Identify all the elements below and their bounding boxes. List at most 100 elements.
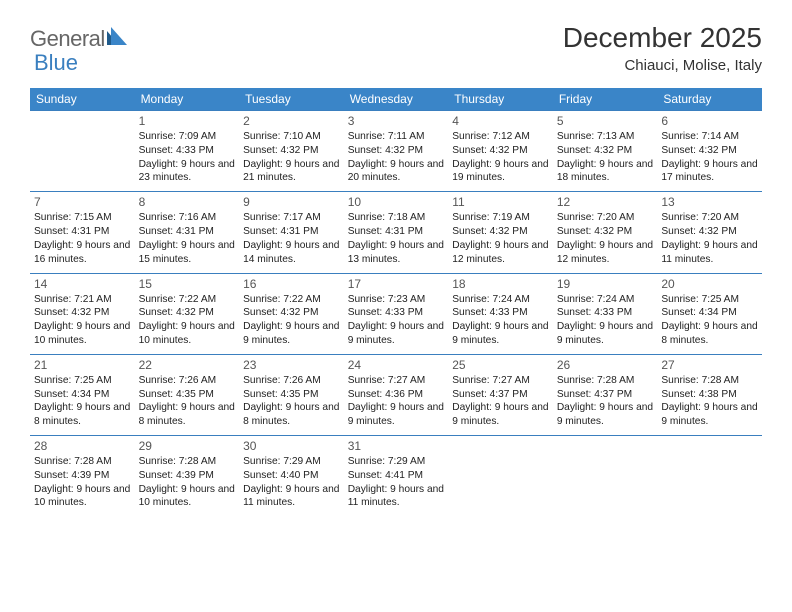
daylight-text: Daylight: 9 hours and 10 minutes. bbox=[139, 483, 236, 511]
calendar-cell: 1Sunrise: 7:09 AMSunset: 4:33 PMDaylight… bbox=[135, 111, 240, 192]
day-number: 5 bbox=[557, 113, 654, 129]
daylight-text: Daylight: 9 hours and 9 minutes. bbox=[557, 320, 654, 348]
calendar-cell: 6Sunrise: 7:14 AMSunset: 4:32 PMDaylight… bbox=[657, 111, 762, 192]
calendar-cell bbox=[448, 436, 553, 517]
day-number: 20 bbox=[661, 276, 758, 292]
day-number: 16 bbox=[243, 276, 340, 292]
day-number: 8 bbox=[139, 194, 236, 210]
sunrise-text: Sunrise: 7:21 AM bbox=[34, 293, 131, 307]
sunrise-text: Sunrise: 7:24 AM bbox=[557, 293, 654, 307]
day-number: 11 bbox=[452, 194, 549, 210]
day-number: 25 bbox=[452, 357, 549, 373]
sunrise-text: Sunrise: 7:25 AM bbox=[661, 293, 758, 307]
weekday-header: Tuesday bbox=[239, 88, 344, 111]
day-number: 19 bbox=[557, 276, 654, 292]
sunset-text: Sunset: 4:35 PM bbox=[139, 388, 236, 402]
daylight-text: Daylight: 9 hours and 10 minutes. bbox=[34, 320, 131, 348]
sunset-text: Sunset: 4:31 PM bbox=[243, 225, 340, 239]
calendar-cell: 12Sunrise: 7:20 AMSunset: 4:32 PMDayligh… bbox=[553, 192, 658, 273]
sunrise-text: Sunrise: 7:14 AM bbox=[661, 130, 758, 144]
sunrise-text: Sunrise: 7:11 AM bbox=[348, 130, 445, 144]
weekday-header: Friday bbox=[553, 88, 658, 111]
daylight-text: Daylight: 9 hours and 9 minutes. bbox=[452, 401, 549, 429]
calendar-cell: 19Sunrise: 7:24 AMSunset: 4:33 PMDayligh… bbox=[553, 273, 658, 354]
calendar-cell: 26Sunrise: 7:28 AMSunset: 4:37 PMDayligh… bbox=[553, 354, 658, 435]
sunset-text: Sunset: 4:32 PM bbox=[661, 144, 758, 158]
calendar-cell: 9Sunrise: 7:17 AMSunset: 4:31 PMDaylight… bbox=[239, 192, 344, 273]
day-number: 31 bbox=[348, 438, 445, 454]
sunrise-text: Sunrise: 7:25 AM bbox=[34, 374, 131, 388]
day-number: 15 bbox=[139, 276, 236, 292]
sunset-text: Sunset: 4:31 PM bbox=[139, 225, 236, 239]
day-number: 9 bbox=[243, 194, 340, 210]
daylight-text: Daylight: 9 hours and 9 minutes. bbox=[348, 320, 445, 348]
day-number: 30 bbox=[243, 438, 340, 454]
calendar-cell: 13Sunrise: 7:20 AMSunset: 4:32 PMDayligh… bbox=[657, 192, 762, 273]
sunset-text: Sunset: 4:31 PM bbox=[348, 225, 445, 239]
weekday-header: Thursday bbox=[448, 88, 553, 111]
day-number: 7 bbox=[34, 194, 131, 210]
calendar-cell: 4Sunrise: 7:12 AMSunset: 4:32 PMDaylight… bbox=[448, 111, 553, 192]
daylight-text: Daylight: 9 hours and 9 minutes. bbox=[452, 320, 549, 348]
calendar-cell: 30Sunrise: 7:29 AMSunset: 4:40 PMDayligh… bbox=[239, 436, 344, 517]
calendar-cell: 16Sunrise: 7:22 AMSunset: 4:32 PMDayligh… bbox=[239, 273, 344, 354]
daylight-text: Daylight: 9 hours and 18 minutes. bbox=[557, 158, 654, 186]
sunset-text: Sunset: 4:34 PM bbox=[34, 388, 131, 402]
calendar-cell: 21Sunrise: 7:25 AMSunset: 4:34 PMDayligh… bbox=[30, 354, 135, 435]
sunset-text: Sunset: 4:32 PM bbox=[557, 225, 654, 239]
sunset-text: Sunset: 4:32 PM bbox=[557, 144, 654, 158]
daylight-text: Daylight: 9 hours and 9 minutes. bbox=[348, 401, 445, 429]
calendar-cell: 18Sunrise: 7:24 AMSunset: 4:33 PMDayligh… bbox=[448, 273, 553, 354]
calendar-cell bbox=[657, 436, 762, 517]
sunrise-text: Sunrise: 7:13 AM bbox=[557, 130, 654, 144]
day-number: 28 bbox=[34, 438, 131, 454]
day-number: 12 bbox=[557, 194, 654, 210]
day-number: 2 bbox=[243, 113, 340, 129]
calendar-cell: 14Sunrise: 7:21 AMSunset: 4:32 PMDayligh… bbox=[30, 273, 135, 354]
sunset-text: Sunset: 4:41 PM bbox=[348, 469, 445, 483]
day-number: 27 bbox=[661, 357, 758, 373]
daylight-text: Daylight: 9 hours and 8 minutes. bbox=[661, 320, 758, 348]
sunrise-text: Sunrise: 7:26 AM bbox=[139, 374, 236, 388]
sunrise-text: Sunrise: 7:15 AM bbox=[34, 211, 131, 225]
sunrise-text: Sunrise: 7:29 AM bbox=[348, 455, 445, 469]
calendar-header-row: Sunday Monday Tuesday Wednesday Thursday… bbox=[30, 88, 762, 111]
daylight-text: Daylight: 9 hours and 23 minutes. bbox=[139, 158, 236, 186]
page: General December 2025 Chiauci, Molise, I… bbox=[0, 0, 792, 536]
weekday-header: Wednesday bbox=[344, 88, 449, 111]
daylight-text: Daylight: 9 hours and 11 minutes. bbox=[348, 483, 445, 511]
calendar-cell: 31Sunrise: 7:29 AMSunset: 4:41 PMDayligh… bbox=[344, 436, 449, 517]
sunset-text: Sunset: 4:33 PM bbox=[139, 144, 236, 158]
calendar-week-row: 21Sunrise: 7:25 AMSunset: 4:34 PMDayligh… bbox=[30, 354, 762, 435]
daylight-text: Daylight: 9 hours and 14 minutes. bbox=[243, 239, 340, 267]
daylight-text: Daylight: 9 hours and 13 minutes. bbox=[348, 239, 445, 267]
sunrise-text: Sunrise: 7:18 AM bbox=[348, 211, 445, 225]
sunset-text: Sunset: 4:32 PM bbox=[34, 306, 131, 320]
day-number: 4 bbox=[452, 113, 549, 129]
sunrise-text: Sunrise: 7:28 AM bbox=[34, 455, 131, 469]
day-number: 26 bbox=[557, 357, 654, 373]
daylight-text: Daylight: 9 hours and 17 minutes. bbox=[661, 158, 758, 186]
sunset-text: Sunset: 4:32 PM bbox=[139, 306, 236, 320]
daylight-text: Daylight: 9 hours and 16 minutes. bbox=[34, 239, 131, 267]
sunrise-text: Sunrise: 7:28 AM bbox=[661, 374, 758, 388]
sunset-text: Sunset: 4:31 PM bbox=[34, 225, 131, 239]
sunrise-text: Sunrise: 7:17 AM bbox=[243, 211, 340, 225]
calendar-cell: 22Sunrise: 7:26 AMSunset: 4:35 PMDayligh… bbox=[135, 354, 240, 435]
day-number: 17 bbox=[348, 276, 445, 292]
weekday-header: Saturday bbox=[657, 88, 762, 111]
day-number: 29 bbox=[139, 438, 236, 454]
weekday-header: Monday bbox=[135, 88, 240, 111]
sunset-text: Sunset: 4:32 PM bbox=[661, 225, 758, 239]
sunset-text: Sunset: 4:39 PM bbox=[34, 469, 131, 483]
calendar-week-row: 7Sunrise: 7:15 AMSunset: 4:31 PMDaylight… bbox=[30, 192, 762, 273]
calendar-cell: 27Sunrise: 7:28 AMSunset: 4:38 PMDayligh… bbox=[657, 354, 762, 435]
day-number: 10 bbox=[348, 194, 445, 210]
sunrise-text: Sunrise: 7:22 AM bbox=[243, 293, 340, 307]
calendar-cell: 11Sunrise: 7:19 AMSunset: 4:32 PMDayligh… bbox=[448, 192, 553, 273]
sunrise-text: Sunrise: 7:28 AM bbox=[557, 374, 654, 388]
sunset-text: Sunset: 4:35 PM bbox=[243, 388, 340, 402]
calendar-table: Sunday Monday Tuesday Wednesday Thursday… bbox=[30, 88, 762, 516]
calendar-cell: 8Sunrise: 7:16 AMSunset: 4:31 PMDaylight… bbox=[135, 192, 240, 273]
sunset-text: Sunset: 4:32 PM bbox=[452, 225, 549, 239]
